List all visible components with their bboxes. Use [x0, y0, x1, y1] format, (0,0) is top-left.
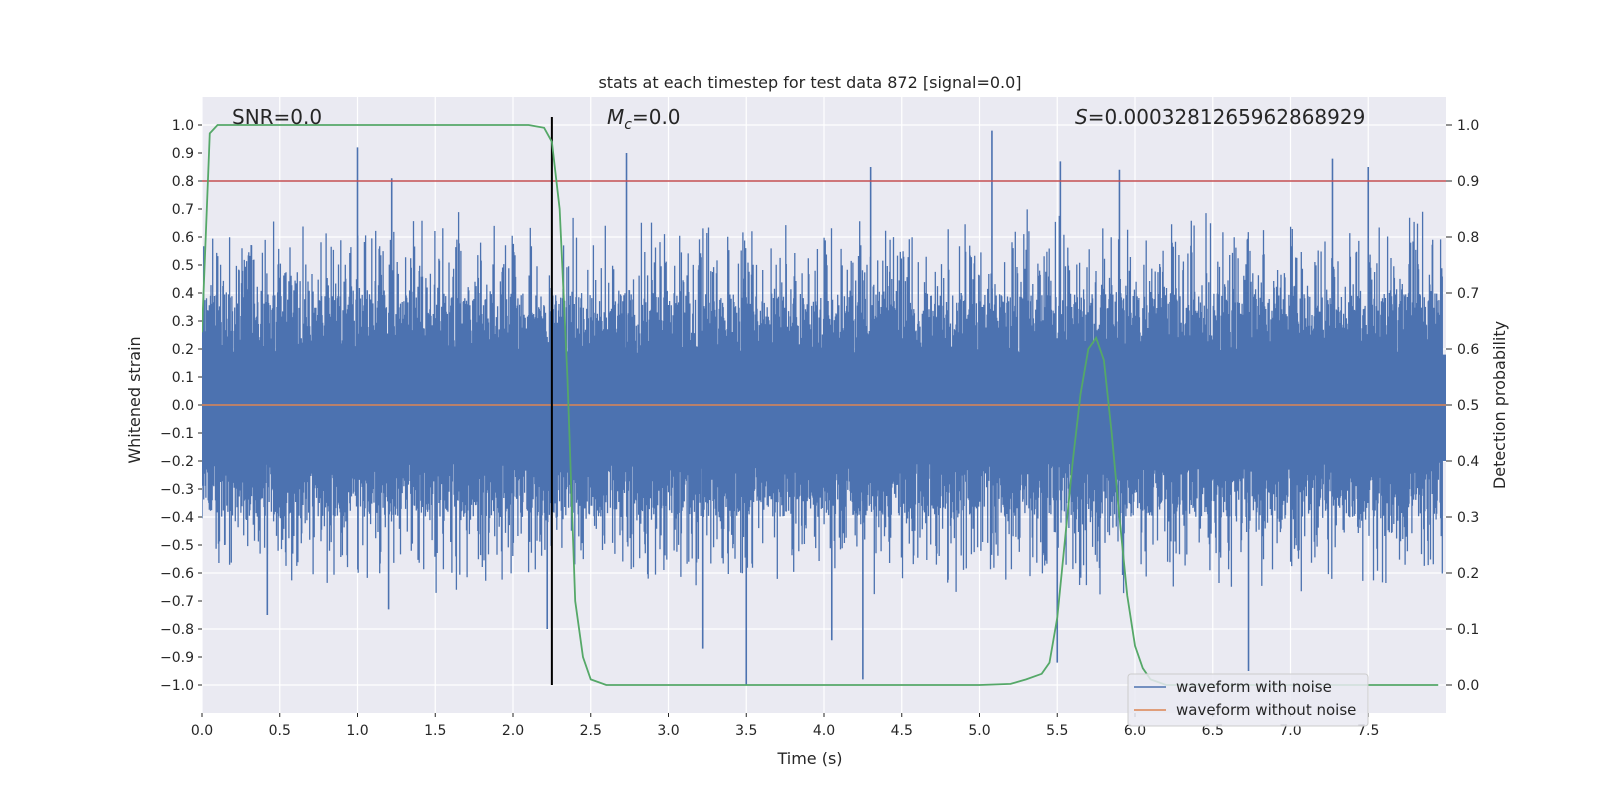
x-tick-label: 2.5: [580, 723, 602, 739]
y-tick-label: 0.5: [172, 258, 194, 274]
y2-tick-label: 0.3: [1457, 510, 1479, 526]
chirp-mass-value: =0.0: [632, 105, 681, 129]
y-tick-label: −0.2: [160, 454, 194, 470]
right-axis: 1.0 0.9 0.8 0.7 0.6 0.5 0.4 0.3 0.2 0.1 0.0: [1446, 118, 1479, 694]
y-tick-label: 0.3: [172, 314, 194, 330]
x-tick-label: 0.5: [269, 723, 291, 739]
x-axis: 0.0 0.5 1.0 1.5 2.0 2.5 3.0 3.5 4.0 4.5 5.0 5.5 6.0 6…: [191, 713, 1379, 739]
legend-label-clean: waveform without noise: [1176, 701, 1356, 719]
y-tick-label: 0.8: [172, 174, 194, 190]
x-tick-label: 4.5: [891, 723, 913, 739]
y2-tick-label: 1.0: [1457, 118, 1479, 134]
y2-tick-label: 0.1: [1457, 622, 1479, 638]
x-tick-label: 2.0: [502, 723, 524, 739]
x-tick-label: 5.0: [968, 723, 990, 739]
y-tick-label: 0.4: [172, 286, 194, 302]
s-annotation: S=0.0003281265962868929: [1075, 105, 1365, 129]
chirp-mass-subscript: c: [624, 117, 632, 133]
y2-tick-label: 0.4: [1457, 454, 1479, 470]
y-tick-label: 0.0: [172, 398, 194, 414]
x-tick-label: 6.0: [1124, 723, 1146, 739]
y-tick-label: −0.7: [160, 594, 194, 610]
y-tick-label: 1.0: [172, 118, 194, 134]
legend: waveform with noise waveform without noi…: [1127, 673, 1369, 727]
x-tick-label: 3.5: [735, 723, 757, 739]
y-tick-label: −0.8: [160, 622, 194, 638]
x-axis-label: Time (s): [776, 749, 842, 768]
y2-axis-label: Detection probability: [1490, 321, 1509, 489]
y-tick-label: 0.1: [172, 370, 194, 386]
y2-tick-label: 0.8: [1457, 230, 1479, 246]
x-tick-label: 7.5: [1357, 723, 1379, 739]
y-tick-label: 0.6: [172, 230, 194, 246]
x-tick-label: 3.0: [657, 723, 679, 739]
y-tick-label: −0.1: [160, 426, 194, 442]
y2-tick-label: 0.5: [1457, 398, 1479, 414]
legend-box: [1127, 673, 1369, 727]
x-tick-label: 0.0: [191, 723, 213, 739]
detection-probability-line: [202, 124, 1439, 686]
x-tick-label: 5.5: [1046, 723, 1068, 739]
series-group: [202, 117, 1446, 686]
y2-tick-label: 0.2: [1457, 566, 1479, 582]
x-tick-label: 7.0: [1279, 723, 1301, 739]
y-tick-label: −0.9: [160, 650, 194, 666]
y-tick-label: −0.5: [160, 538, 194, 554]
y2-tick-label: 0.0: [1457, 678, 1479, 694]
s-value: =0.0003281265962868929: [1088, 105, 1366, 129]
snr-annotation: SNR=0.0: [232, 105, 322, 129]
y-tick-label: 0.7: [172, 202, 194, 218]
y2-tick-label: 0.9: [1457, 174, 1479, 190]
y2-tick-label: 0.7: [1457, 286, 1479, 302]
y2-tick-label: 0.6: [1457, 342, 1479, 358]
series-layer: [202, 117, 1446, 686]
y-tick-label: 0.2: [172, 342, 194, 358]
y-axis-label: Whitened strain: [125, 336, 144, 463]
y-tick-label: 0.9: [172, 146, 194, 162]
left-axis: 1.0 0.9 0.8 0.7 0.6 0.5 0.4 0.3 0.2 0.1 0.0 −0.1 −0.…: [160, 118, 202, 694]
y-tick-label: −0.4: [160, 510, 194, 526]
chirp-mass-symbol: M: [607, 105, 624, 129]
x-tick-label: 1.5: [424, 723, 446, 739]
x-tick-label: 6.5: [1202, 723, 1224, 739]
y-tick-label: −0.3: [160, 482, 194, 498]
s-symbol: S: [1075, 105, 1088, 129]
y-tick-label: −0.6: [160, 566, 194, 582]
noise-core-band: [202, 354, 1446, 461]
x-tick-label: 1.0: [346, 723, 368, 739]
chirp-mass-annotation: Mc=0.0: [607, 105, 681, 133]
x-tick-label: 4.0: [813, 723, 835, 739]
chart-title: stats at each timestep for test data 872…: [598, 73, 1021, 92]
y-tick-label: −1.0: [160, 678, 194, 694]
legend-label-noise: waveform with noise: [1176, 678, 1332, 696]
